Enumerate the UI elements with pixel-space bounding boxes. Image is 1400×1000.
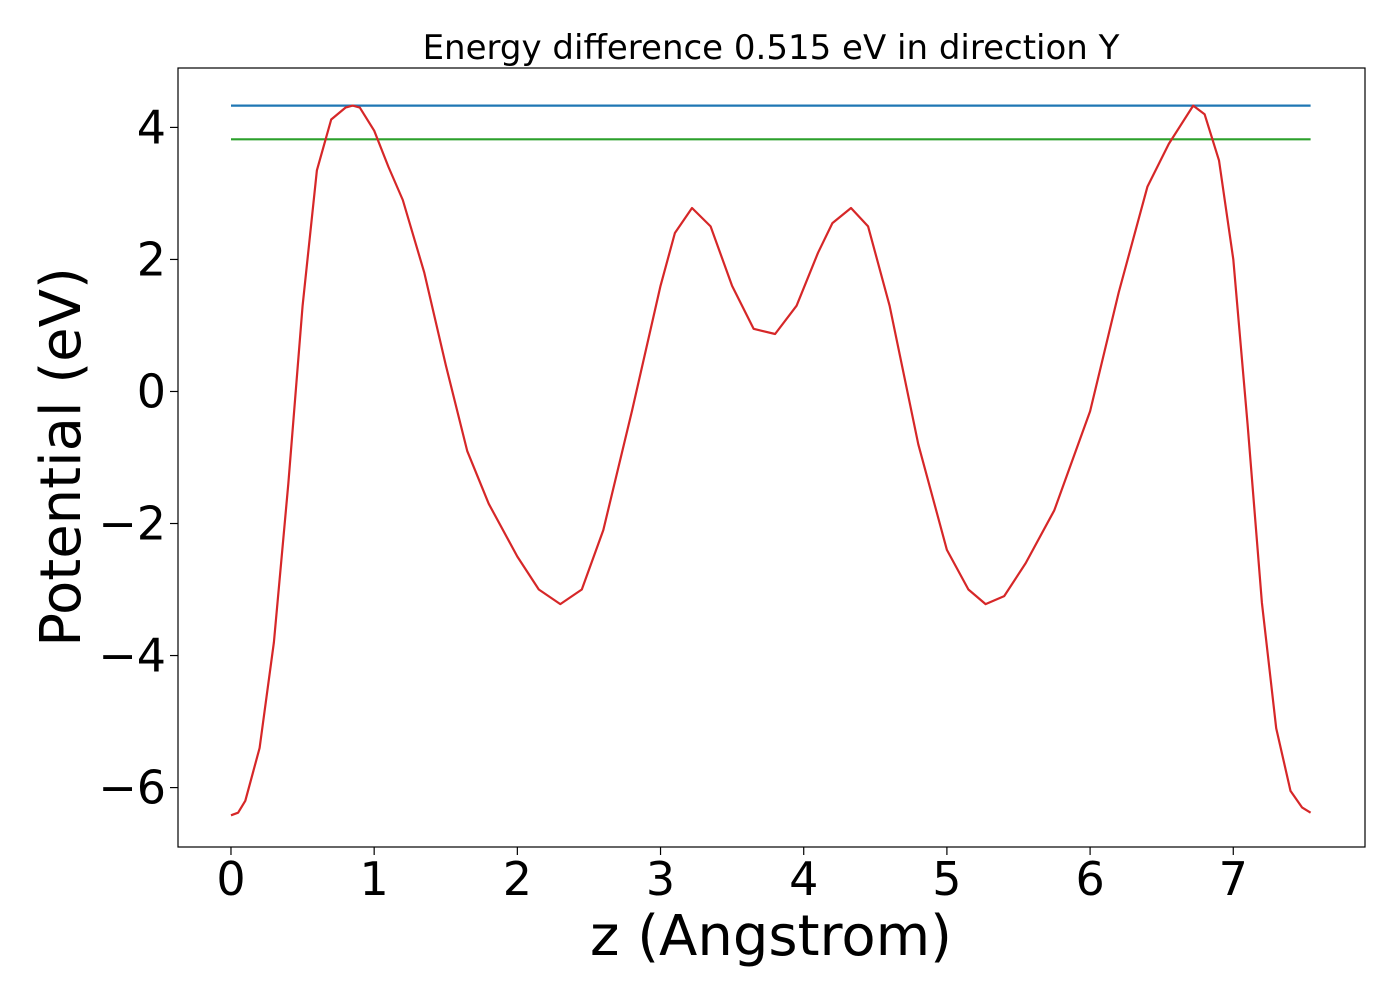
series-line-3 (230, 104, 1312, 817)
y-tick-label: 4 (137, 100, 166, 154)
x-axis: 0 1 2 3 4 5 6 7 (216, 847, 1248, 906)
y-tick-label: −2 (98, 497, 166, 551)
series-lines (230, 104, 1312, 817)
y-tick-label: 2 (137, 232, 166, 286)
y-axis-title: Potential (eV) (29, 267, 94, 647)
y-tick-label: 0 (137, 364, 166, 418)
x-tick-label: 1 (360, 852, 389, 906)
x-tick-label: 0 (216, 852, 245, 906)
axes-frame (177, 67, 1366, 848)
x-tick-label: 5 (932, 852, 961, 906)
x-tick-label: 4 (789, 852, 818, 906)
x-tick-label: 7 (1219, 852, 1248, 906)
x-axis-title: z (Angstrom) (590, 904, 952, 969)
x-tick-label: 2 (503, 852, 532, 906)
chart-title: Energy difference 0.515 eV in direction … (423, 28, 1120, 68)
x-tick-label: 3 (646, 852, 675, 906)
y-tick-label: −4 (98, 629, 166, 683)
x-tick-label: 6 (1075, 852, 1104, 906)
y-axis: −6 −4 −2 0 2 4 (98, 100, 178, 815)
y-tick-label: −6 (98, 761, 166, 815)
